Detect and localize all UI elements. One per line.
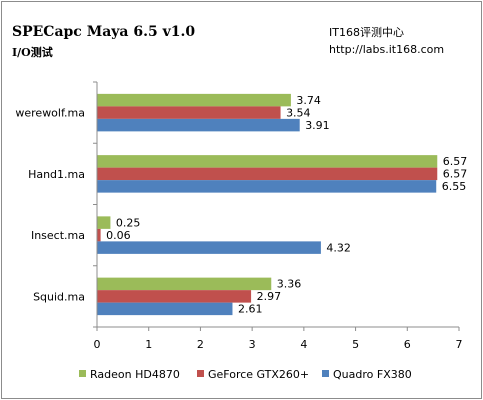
x-tick-label: 6: [404, 338, 411, 351]
category-label: Hand1.ma: [28, 168, 85, 181]
category-label: Squid.ma: [33, 290, 85, 303]
legend-label: Quadro FX380: [333, 368, 412, 381]
x-tick-label: 3: [249, 338, 256, 351]
value-label: 3.36: [277, 278, 302, 291]
brand-name: IT168评测中心: [329, 26, 404, 39]
chart-subtitle: I/O测试: [12, 46, 53, 59]
bar: [97, 302, 233, 316]
value-label: 0.06: [106, 229, 131, 242]
value-label: 3.74: [296, 94, 321, 107]
category-label: Insect.ma: [31, 229, 85, 242]
value-label: 3.91: [305, 119, 330, 132]
bar: [97, 241, 321, 254]
legend-swatch: [322, 370, 329, 377]
bar: [97, 93, 291, 107]
bar: [97, 118, 300, 132]
value-label: 6.57: [443, 155, 468, 168]
bar: [97, 277, 272, 291]
value-label: 6.55: [442, 180, 467, 193]
value-label: 4.32: [326, 241, 351, 254]
x-tick-label: 1: [145, 338, 152, 351]
bar: [97, 290, 252, 303]
value-label: 0.25: [116, 216, 141, 229]
bar: [97, 155, 438, 168]
x-tick-label: 7: [456, 338, 463, 351]
bar: [97, 180, 437, 193]
value-label: 2.61: [238, 303, 263, 316]
category-label: werewolf.ma: [15, 107, 85, 120]
brand-url: http://labs.it168.com: [329, 43, 445, 56]
value-label: 3.54: [286, 106, 311, 119]
legend-label: Radeon HD4870: [90, 368, 180, 381]
bar: [97, 216, 111, 229]
bar: [97, 228, 101, 242]
x-tick-label: 2: [197, 338, 204, 351]
legend-swatch: [79, 370, 86, 377]
bar: [97, 167, 438, 181]
x-tick-label: 0: [94, 338, 101, 351]
bar: [97, 106, 281, 119]
legend-label: GeForce GTX260+: [208, 368, 309, 381]
value-label: 2.97: [257, 290, 282, 303]
legend-swatch: [197, 370, 204, 377]
chart-title: SPECapc Maya 6.5 v1.0: [12, 24, 196, 40]
x-tick-label: 5: [352, 338, 359, 351]
x-tick-label: 4: [300, 338, 307, 351]
value-label: 6.57: [443, 168, 468, 181]
